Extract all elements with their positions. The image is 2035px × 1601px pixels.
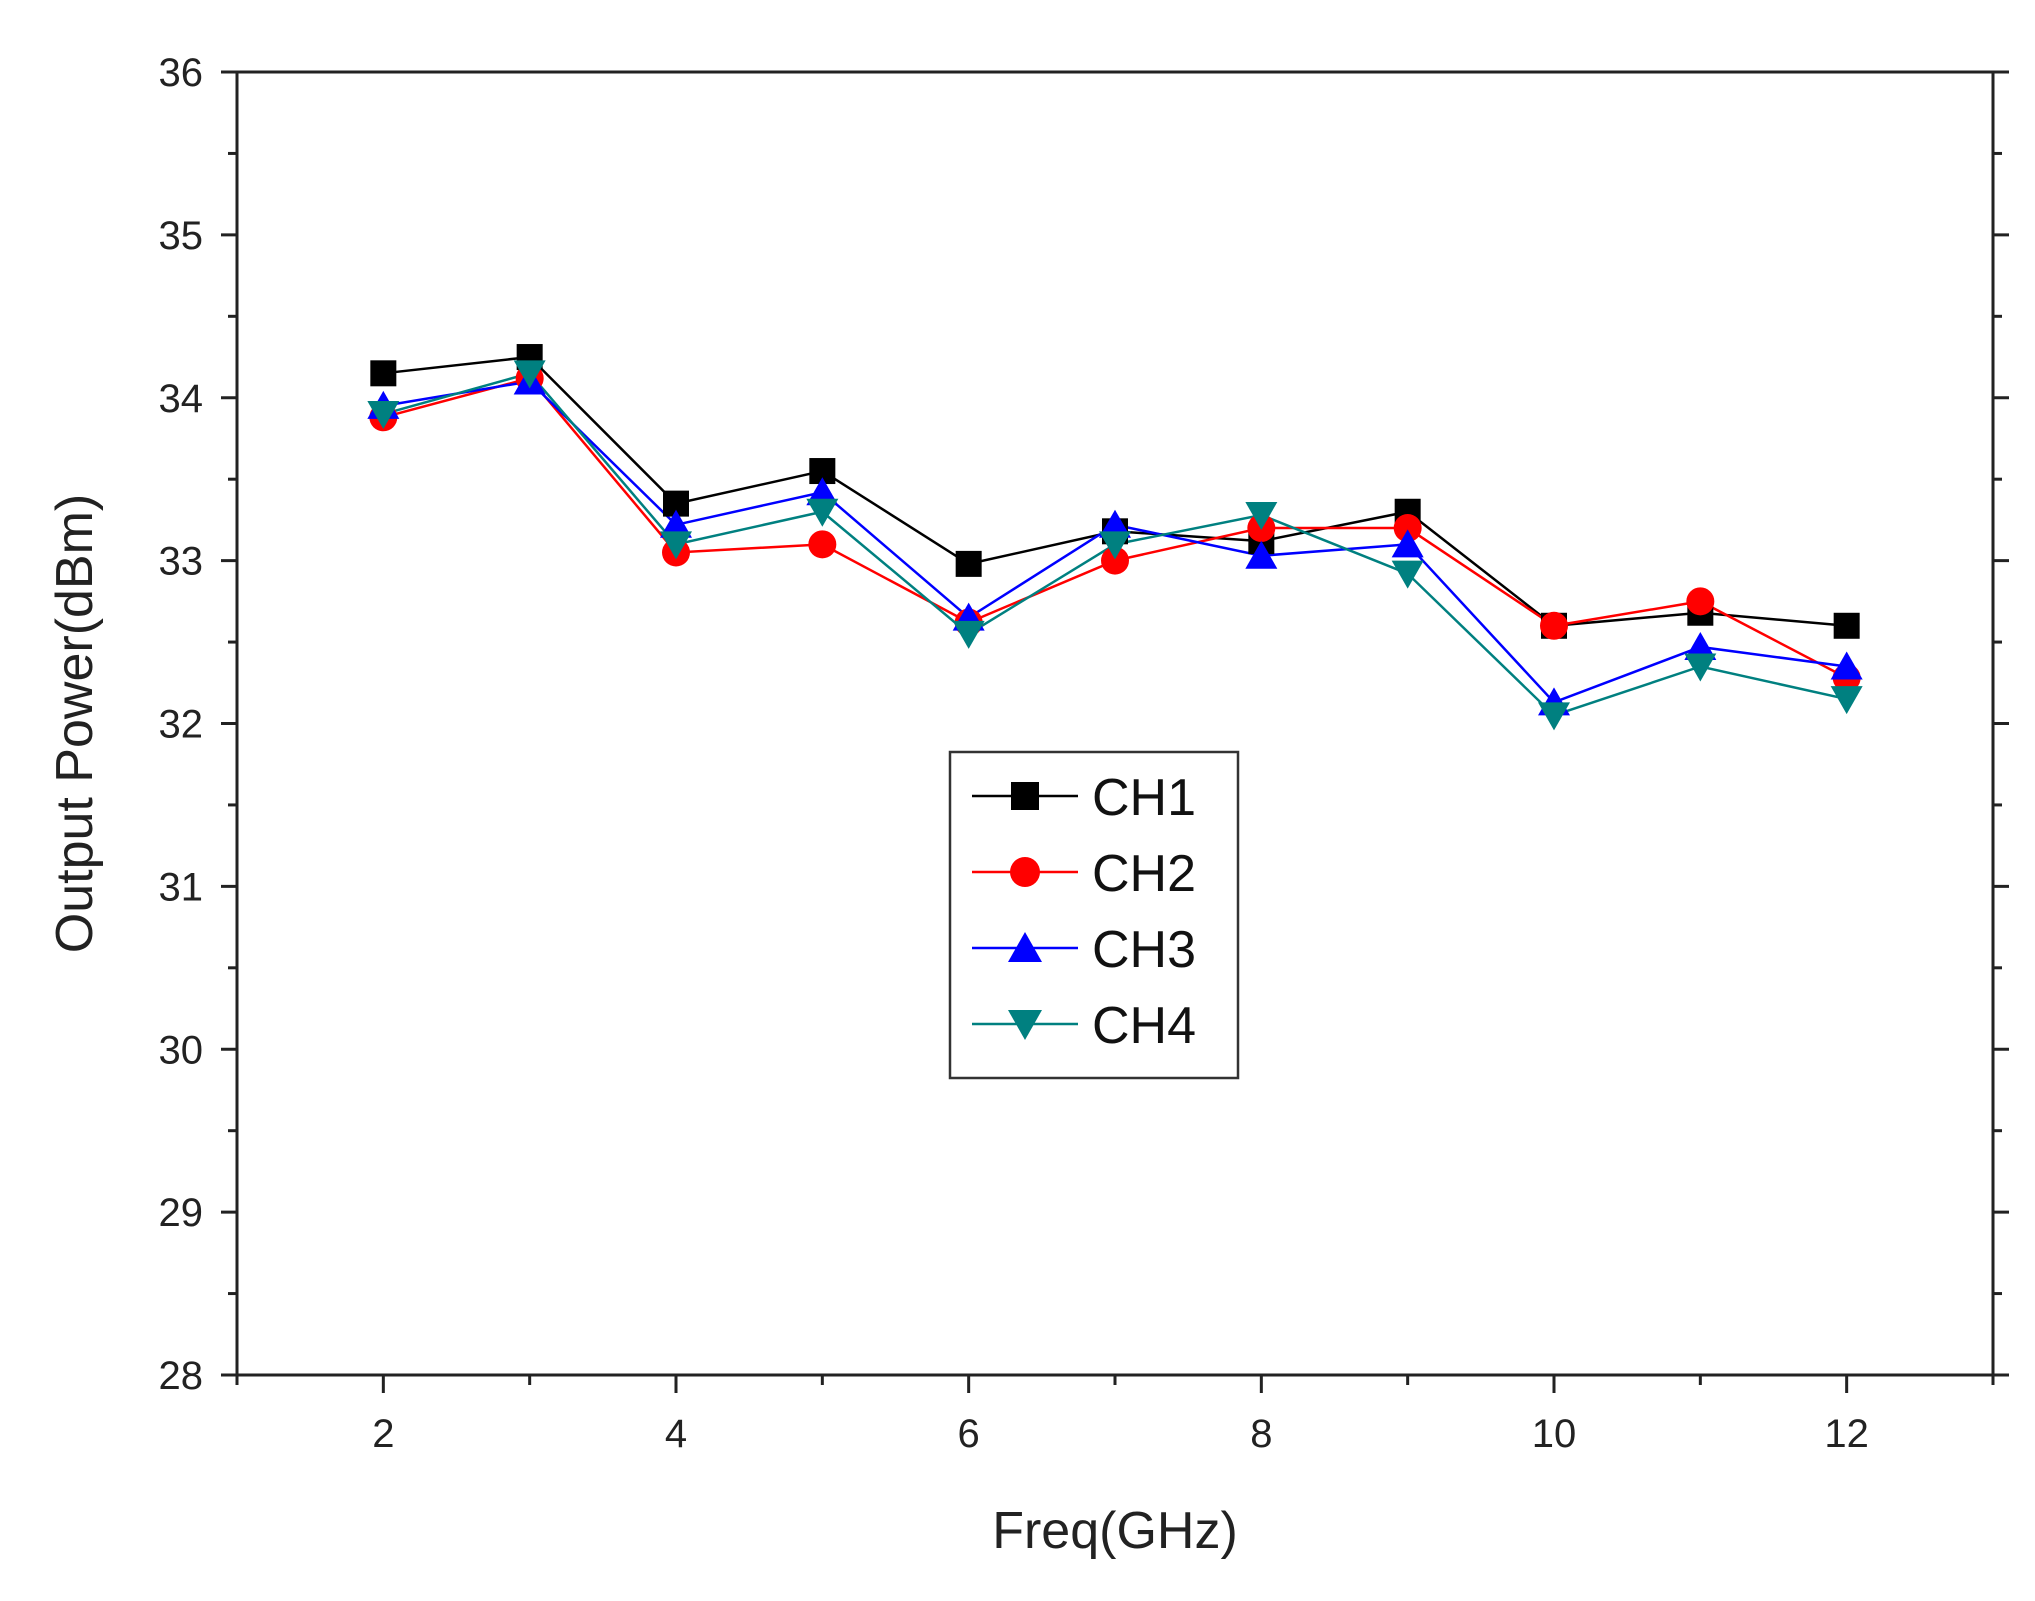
plot-markers xyxy=(367,344,1863,731)
legend-marker-ch3 xyxy=(1008,932,1042,962)
data-point-ch4 xyxy=(513,360,546,389)
y-tick-label: 30 xyxy=(159,1028,204,1072)
legend-label-ch1: CH1 xyxy=(1092,769,1196,827)
x-tick-label: 2 xyxy=(372,1412,394,1456)
data-point-ch4 xyxy=(660,531,692,560)
data-point-ch2 xyxy=(1101,546,1129,575)
x-tick-label: 4 xyxy=(665,1412,687,1456)
y-tick-label: 36 xyxy=(159,51,204,95)
y-tick-label: 31 xyxy=(159,865,204,909)
data-point-ch3 xyxy=(1684,631,1717,660)
legend-label-ch3: CH3 xyxy=(1092,921,1196,979)
data-point-ch3 xyxy=(1830,651,1863,680)
data-point-ch3 xyxy=(1245,540,1278,569)
data-point-ch4 xyxy=(1099,531,1131,560)
data-point-ch2 xyxy=(1686,587,1715,616)
x-tick-label: 8 xyxy=(1250,1412,1272,1456)
x-tick-label: 12 xyxy=(1824,1412,1869,1456)
data-point-ch4 xyxy=(1830,686,1863,715)
data-point-ch3 xyxy=(660,509,692,538)
legend: CH1 CH2 CH3 CH4 xyxy=(948,750,1240,1080)
x-axis-title: Freq(GHz) xyxy=(992,1502,1238,1560)
data-point-ch4 xyxy=(1684,653,1717,682)
y-tick-label: 34 xyxy=(159,377,204,421)
data-point-ch3 xyxy=(1391,529,1424,558)
data-point-ch1 xyxy=(1833,612,1860,639)
legend-label-ch2: CH2 xyxy=(1092,845,1196,903)
data-point-ch1 xyxy=(370,360,397,387)
x-tick-label: 10 xyxy=(1532,1412,1577,1456)
y-axis-title: Output Power(dBm) xyxy=(46,494,104,954)
data-point-ch4 xyxy=(1538,702,1570,731)
data-point-ch1 xyxy=(955,550,982,577)
data-point-ch2 xyxy=(1540,611,1568,640)
y-tick-label: 28 xyxy=(159,1354,204,1398)
legend-marker-ch4 xyxy=(1008,1010,1042,1040)
y-tick-label: 35 xyxy=(159,214,204,258)
data-point-ch2 xyxy=(1393,514,1422,543)
data-point-ch4 xyxy=(367,401,400,430)
data-point-ch2 xyxy=(808,530,837,559)
data-point-ch4 xyxy=(806,498,839,527)
legend-label-ch4: CH4 xyxy=(1092,997,1196,1055)
tick-labels: 28 29 30 31 32 33 34 35 36 2 4 6 8 10 12 xyxy=(159,51,1869,1456)
y-tick-label: 29 xyxy=(159,1191,204,1235)
data-point-ch4 xyxy=(1391,560,1424,589)
data-point-ch3 xyxy=(806,477,839,506)
data-point-ch4 xyxy=(952,620,985,649)
legend-marker-ch2 xyxy=(1010,857,1040,887)
data-point-ch3 xyxy=(1099,509,1131,538)
legend-marker-ch1 xyxy=(1011,782,1039,810)
y-tick-label: 32 xyxy=(159,703,204,747)
x-tick-label: 6 xyxy=(958,1412,980,1456)
data-point-ch4 xyxy=(1245,502,1278,531)
axis-ticks xyxy=(221,70,2009,1393)
y-tick-label: 33 xyxy=(159,540,204,584)
